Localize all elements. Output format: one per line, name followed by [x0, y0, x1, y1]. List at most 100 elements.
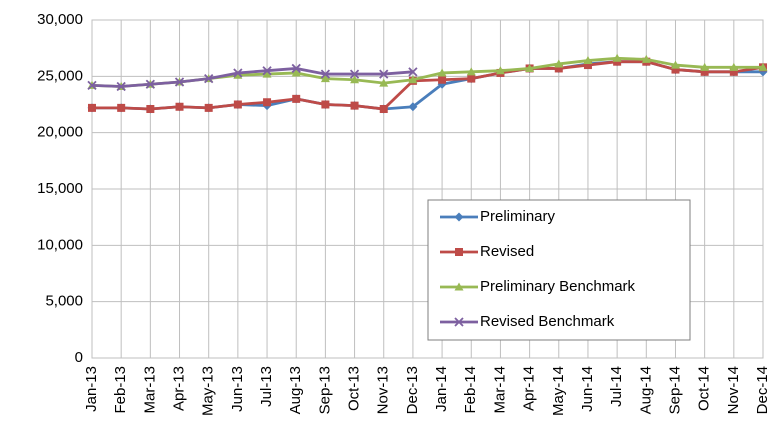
legend-marker: [454, 212, 464, 222]
x-tick-label: Dec-13: [404, 366, 421, 414]
legend-marker: [455, 248, 463, 256]
x-tick-label: Oct-14: [696, 366, 713, 411]
point: [292, 94, 301, 103]
y-tick-label: 25,000: [37, 67, 83, 84]
point: [321, 100, 330, 109]
point: [263, 98, 272, 107]
point: [350, 101, 359, 110]
y-tick-label: 0: [75, 349, 83, 366]
y-tick-label: 10,000: [37, 236, 83, 253]
point: [437, 68, 447, 77]
point: [379, 105, 388, 114]
x-tick-label: Oct-13: [346, 366, 363, 411]
x-tick-label: Apr-13: [170, 366, 187, 411]
point: [583, 56, 593, 65]
point: [700, 67, 709, 76]
legend-marker: [454, 317, 464, 327]
point: [87, 80, 97, 90]
series: [88, 57, 767, 114]
x-tick-label: Jun-13: [229, 366, 246, 412]
x-tick-label: Jul-13: [258, 366, 275, 407]
point: [729, 67, 738, 76]
x-tick-label: May-13: [200, 366, 217, 416]
y-tick-label: 5,000: [45, 293, 83, 310]
x-tick-label: Nov-13: [375, 366, 392, 414]
point: [116, 81, 126, 92]
point: [700, 62, 710, 71]
point: [320, 74, 330, 83]
x-tick-label: Jan-14: [433, 366, 450, 412]
point: [145, 79, 155, 89]
series-line: [92, 60, 764, 111]
point: [467, 74, 476, 83]
point: [233, 70, 243, 79]
x-tick-label: Jul-14: [608, 366, 625, 407]
point: [408, 75, 418, 84]
legend-label: Revised: [480, 243, 534, 260]
series: [87, 63, 418, 92]
x-tick-label: Jan-13: [83, 366, 100, 412]
point: [175, 102, 184, 111]
legend-box: [427, 199, 691, 341]
point: [88, 103, 96, 112]
point: [320, 69, 331, 79]
point: [146, 105, 155, 114]
point: [379, 78, 389, 87]
point: [291, 63, 301, 74]
point: [233, 68, 243, 78]
point: [758, 62, 768, 71]
point: [438, 75, 447, 84]
point: [671, 65, 680, 74]
x-tick-label: Feb-14: [462, 366, 479, 414]
point: [349, 69, 360, 79]
series-line: [91, 67, 414, 88]
point: [408, 67, 418, 77]
point: [670, 60, 680, 69]
x-tick-label: Dec-14: [754, 366, 771, 414]
point: [117, 103, 126, 112]
point: [233, 100, 242, 109]
point: [204, 73, 214, 84]
plot-border: [91, 19, 764, 359]
legend-label: Preliminary Benchmark: [480, 278, 636, 295]
y-tick-label: 15,000: [37, 180, 83, 197]
x-tick-label: Nov-14: [725, 366, 742, 414]
x-tick-label: Jun-14: [579, 366, 596, 412]
x-tick-label: Mar-14: [491, 366, 508, 414]
point: [262, 69, 272, 78]
x-tick-label: Sep-14: [666, 366, 683, 414]
x-tick-label: Apr-14: [521, 366, 538, 411]
legend-label: Preliminary: [480, 208, 556, 225]
point: [262, 66, 272, 76]
point: [554, 64, 563, 73]
point: [641, 54, 651, 63]
point: [204, 103, 213, 112]
series-line: [91, 56, 763, 88]
point: [379, 69, 389, 79]
x-tick-label: May-14: [550, 366, 567, 416]
series: [87, 53, 768, 90]
point: [583, 61, 592, 70]
point: [554, 59, 564, 68]
point: [495, 66, 505, 75]
point: [408, 102, 418, 112]
point: [729, 62, 739, 71]
legend: Preliminary Revised Preliminary Benchmark R…: [427, 199, 691, 341]
point: [291, 68, 301, 77]
x-tick-label: Aug-13: [287, 366, 304, 414]
series-line: [92, 60, 763, 111]
y-tick-label: 30,000: [37, 11, 83, 28]
legend-label: Revised Benchmark: [480, 313, 615, 330]
point: [350, 75, 360, 84]
y-tick-label: 20,000: [37, 124, 83, 141]
x-tick-label: Feb-13: [112, 366, 129, 414]
point: [466, 67, 476, 76]
legend-marker: [454, 282, 464, 291]
x-tick-label: Aug-14: [637, 366, 654, 414]
point: [525, 63, 535, 72]
point: [612, 53, 622, 62]
x-tick-label: Sep-13: [316, 366, 333, 414]
x-tick-label: Mar-13: [141, 366, 158, 414]
point: [174, 77, 185, 87]
